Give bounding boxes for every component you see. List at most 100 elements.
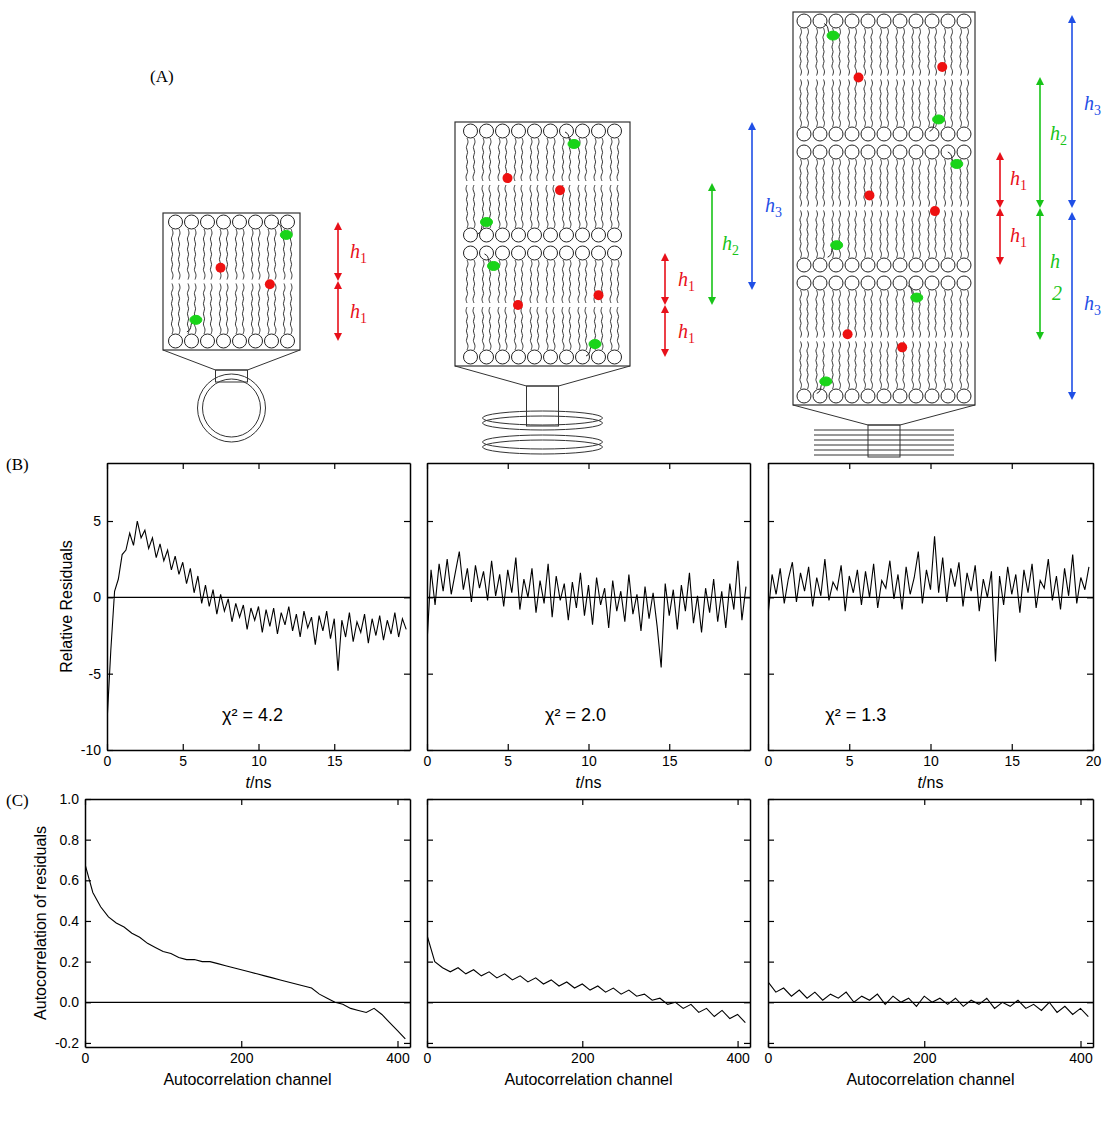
- tick-mark: [669, 744, 670, 750]
- label-main: h: [678, 268, 688, 290]
- lipid-tail: [473, 138, 475, 181]
- tick-label: 0.4: [60, 913, 80, 929]
- lipid-tail: [267, 229, 269, 280]
- lipid-head: [941, 14, 955, 28]
- lipid-tail: [919, 342, 921, 390]
- tick: [738, 799, 739, 805]
- tick: 10: [251, 744, 267, 769]
- probe-red: [937, 62, 947, 72]
- tick-mark: [85, 799, 91, 800]
- lipid-tail: [903, 159, 905, 207]
- lipid-tail: [537, 185, 539, 228]
- lipid-tail: [832, 290, 834, 338]
- tick-mark: [1087, 521, 1093, 522]
- zoom-neck: [216, 370, 248, 382]
- tick: [1087, 921, 1093, 922]
- tick: [768, 1002, 774, 1003]
- lipid-head: [845, 276, 859, 290]
- lipid-tail: [935, 28, 937, 76]
- lipid-tail: [537, 260, 539, 303]
- lipid-tail: [887, 290, 889, 338]
- tick: [1087, 799, 1093, 800]
- tick-mark: [397, 1041, 398, 1047]
- tick-mark: [85, 921, 91, 922]
- lipid-head: [957, 14, 971, 28]
- tick: [768, 880, 774, 881]
- lipid-head: [925, 145, 939, 159]
- lipid-tail: [816, 80, 818, 128]
- plot-area: [768, 536, 1089, 661]
- dimension-label: h3: [1084, 92, 1101, 118]
- tick-label: 400: [1069, 1050, 1093, 1066]
- tick: [744, 750, 750, 751]
- tick-mark: [744, 962, 750, 963]
- probe-green: [481, 218, 493, 227]
- tick: 200: [913, 1041, 937, 1066]
- lipid-head: [845, 389, 859, 403]
- axis: 051015: [424, 744, 751, 769]
- lipid-tail: [505, 307, 507, 350]
- dimension-arrow: [664, 259, 666, 299]
- lipid-tail: [816, 290, 818, 338]
- probe-red: [864, 190, 874, 200]
- tick-mark: [1080, 799, 1081, 805]
- arrow-head: [334, 273, 342, 281]
- lipid-tail: [967, 28, 969, 76]
- lipid-head: [877, 258, 891, 272]
- lipid-head: [281, 215, 295, 229]
- lipid-tail: [839, 159, 841, 207]
- lipid-tail: [912, 211, 914, 259]
- lipid-tail: [466, 307, 468, 350]
- lipid-tail: [530, 185, 532, 228]
- tick-mark: [85, 880, 91, 881]
- tick: 0: [93, 589, 113, 605]
- tick-label: 0: [104, 753, 112, 769]
- lamella: [814, 430, 954, 431]
- tick: [768, 840, 774, 841]
- dimension-label: h1: [678, 320, 695, 346]
- axis-line: [86, 1047, 411, 1049]
- tick-mark: [427, 750, 433, 751]
- lipid-tail: [171, 229, 173, 280]
- lipid-tail: [816, 28, 818, 76]
- lipid-tail: [919, 80, 921, 128]
- plot-area: [427, 552, 746, 668]
- tick-label: 200: [913, 1050, 937, 1066]
- label-subscript: 1: [360, 251, 367, 266]
- tick: [259, 463, 260, 469]
- tick: [427, 674, 433, 675]
- lipid-head: [925, 389, 939, 403]
- lipid-tail: [896, 159, 898, 207]
- lipid-tail: [912, 28, 914, 76]
- axis-line: [1093, 800, 1095, 1048]
- tick: [669, 463, 670, 469]
- lipid-tail: [967, 159, 969, 207]
- axis: [428, 463, 751, 469]
- lipid-head: [512, 350, 526, 364]
- lipid-tail: [187, 284, 189, 335]
- lipid-tail: [530, 260, 532, 303]
- lipid-tail: [267, 284, 269, 335]
- axis-line: [410, 464, 412, 751]
- tick-label: 0: [765, 753, 773, 769]
- axis-line: [769, 1047, 1094, 1049]
- lipid-head: [592, 228, 606, 242]
- lamella: [814, 455, 954, 456]
- lipid-tail: [928, 80, 930, 128]
- lipid-tail: [887, 211, 889, 259]
- lipid-head: [813, 258, 827, 272]
- tick: [404, 674, 410, 675]
- lipid-tail: [800, 80, 802, 128]
- lipid-tail: [578, 260, 580, 303]
- lipid-tail: [848, 342, 850, 390]
- lipid-tail: [951, 211, 953, 259]
- axis: [108, 463, 411, 469]
- lipid-head: [608, 228, 622, 242]
- tick-mark: [744, 921, 750, 922]
- lipid-tail: [944, 290, 946, 338]
- probe-red: [513, 300, 523, 310]
- tick: [744, 962, 750, 963]
- tick-mark: [1080, 1041, 1081, 1047]
- lipid-tail: [839, 80, 841, 128]
- tick-mark: [588, 463, 589, 469]
